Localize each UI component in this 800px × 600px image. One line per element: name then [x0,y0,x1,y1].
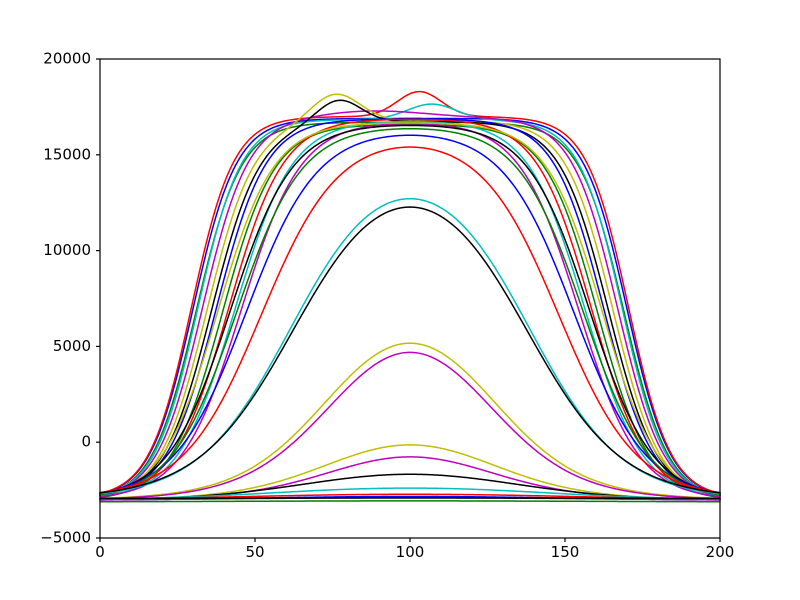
line-series-curve-20 [99,342,721,500]
line-series-curve-15 [99,134,721,494]
y-axis-tick-label: −5000 [40,529,91,547]
y-axis-tick-label: 5000 [53,337,91,355]
x-axis-tick-label: 150 [551,543,580,561]
x-axis-tick-label: 100 [396,543,425,561]
axes-frame-spines [99,58,721,539]
line-series-curve-05 [99,110,721,497]
line-series-curve-14 [99,124,721,494]
line-series-curve-10 [99,118,721,496]
line-series-curve-21 [99,351,721,500]
y-axis-tick-label: 0 [81,433,91,451]
line-series-curve-19 [99,206,721,494]
x-axis-tick-label: 0 [95,543,105,561]
axes-background [100,59,720,538]
line-series-curve-17 [99,146,721,494]
line-series-curve-04 [99,103,721,496]
x-axis-tick-label: 200 [706,543,735,561]
y-axis-tick-label: 10000 [43,241,91,259]
line-series-curve-29 [99,500,721,503]
line-series-curve-06 [99,93,721,497]
y-axis-tick-label: 15000 [43,145,91,163]
axis-ticks-group [96,58,721,542]
line-series-curve-26 [99,493,721,500]
x-axis-tick-label: 50 [245,543,264,561]
line-series-curve-16 [99,127,721,496]
line-series-curve-13 [99,122,721,496]
data-curves-group [99,90,721,503]
y-axis-tick-label: 20000 [43,50,91,68]
line-series-curve-11 [99,120,721,497]
line-series-curve-25 [99,487,721,500]
line-series-curve-03 [99,90,721,495]
